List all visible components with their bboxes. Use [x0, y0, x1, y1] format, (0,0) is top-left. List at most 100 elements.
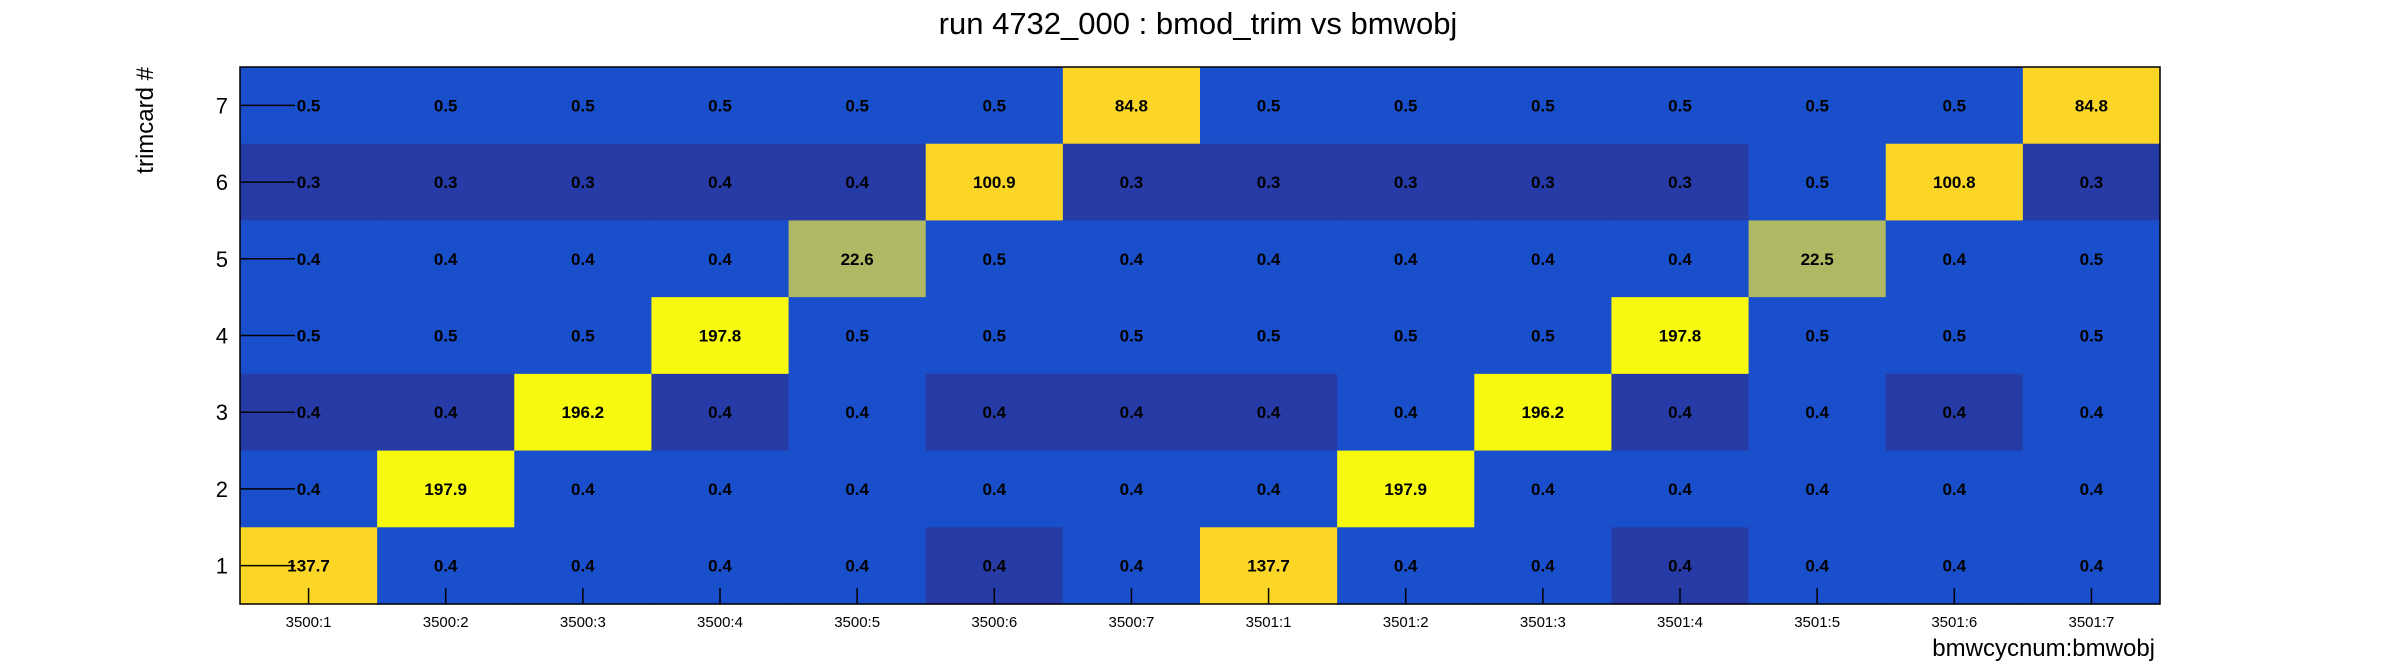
heatmap-cell — [2022, 220, 2161, 298]
cell-value-label: 84.8 — [2075, 96, 2108, 115]
cell-value-label: 0.5 — [1531, 96, 1555, 115]
heatmap-cell — [377, 297, 515, 375]
heatmap-cell — [1474, 143, 1613, 222]
x-tick-label: 3501:1 — [1246, 614, 1292, 631]
cell-value-label: 0.4 — [1668, 403, 1692, 422]
cell-value-label: 0.4 — [1120, 557, 1144, 576]
heatmap-cell — [651, 373, 790, 452]
heatmap-cell — [514, 450, 653, 528]
y-tick-label: 7 — [216, 93, 228, 118]
heatmap-cell — [1748, 373, 1887, 452]
heatmap-cell — [1474, 373, 1613, 452]
cell-value-label: 0.5 — [2080, 327, 2104, 346]
cell-value-label: 0.3 — [434, 173, 458, 192]
x-axis: 3500:1 3500:2 3500:3 3500:4 3500:5 3500:6 3500… — [286, 588, 2114, 631]
cell-value-label: 0.5 — [982, 250, 1006, 269]
cell-value-label: 137.7 — [287, 557, 330, 576]
cell-value-label: 0.4 — [982, 480, 1006, 499]
chart-title: run 4732_000 : bmod_trim vs bmwobj — [939, 6, 1458, 41]
heatmap-cell — [1337, 67, 1475, 145]
x-tick-label: 3500:7 — [1108, 614, 1154, 631]
cell-value-label: 197.8 — [1659, 327, 1702, 346]
cell-value-label: 0.4 — [2080, 480, 2104, 499]
cell-value-label: 0.4 — [297, 480, 321, 499]
heatmap-cell — [377, 373, 515, 452]
heatmap-cell — [1885, 143, 2024, 222]
cell-value-label: 0.5 — [571, 96, 595, 115]
heatmap-cell — [1885, 220, 2024, 298]
heatmap-cell — [925, 67, 1064, 145]
heatmap-cell — [514, 297, 653, 375]
cell-value-label: 0.4 — [1120, 250, 1144, 269]
heatmap-cell — [925, 373, 1064, 452]
heatmap-cell — [925, 297, 1064, 375]
heatmap-cell — [2022, 143, 2161, 222]
heatmap-cell — [2022, 67, 2161, 145]
x-tick-label: 3500:4 — [697, 614, 743, 631]
x-tick-label: 3501:2 — [1383, 614, 1429, 631]
cell-value-label: 0.4 — [1257, 480, 1281, 499]
y-tick-label: 2 — [216, 477, 228, 502]
cell-value-label: 0.4 — [1942, 557, 1966, 576]
cell-value-label: 0.5 — [1942, 96, 1966, 115]
cell-value-label: 0.5 — [1257, 327, 1281, 346]
heatmap-cell — [1200, 297, 1338, 375]
cell-value-label: 0.5 — [1942, 327, 1966, 346]
heatmap-cell — [1474, 450, 1613, 528]
cell-value-label: 0.5 — [982, 327, 1006, 346]
cell-value-label: 22.6 — [841, 250, 874, 269]
heatmap-cell — [651, 450, 790, 528]
heatmap-cell — [788, 450, 927, 528]
cell-value-label: 0.5 — [297, 96, 321, 115]
cell-value-label: 0.4 — [297, 403, 321, 422]
cell-value-label: 0.4 — [982, 403, 1006, 422]
heatmap-cell — [925, 220, 1064, 298]
cell-value-label: 0.4 — [1531, 557, 1555, 576]
heatmap-cell — [1748, 450, 1887, 528]
cell-value-label: 196.2 — [562, 403, 605, 422]
cell-value-label: 197.9 — [1384, 480, 1427, 499]
heatmap-cell — [1885, 297, 2024, 375]
cell-value-label: 0.5 — [1394, 327, 1418, 346]
heatmap-cell — [788, 373, 927, 452]
cell-value-label: 0.4 — [1257, 403, 1281, 422]
heatmap-cell — [1200, 67, 1338, 145]
heatmap-cell — [651, 220, 790, 298]
cell-value-label: 0.4 — [2080, 403, 2104, 422]
heatmap-cell — [1611, 373, 1750, 452]
heatmap-cells — [240, 67, 2161, 605]
cell-value-label: 0.4 — [708, 557, 732, 576]
cell-value-label: 0.4 — [2080, 557, 2104, 576]
heatmap-cell — [1611, 450, 1750, 528]
cell-value-label: 0.5 — [571, 327, 595, 346]
heatmap-cell-labels: 0.5 0.5 0.5 0.5 0.5 0.5 84.8 0.5 0.5 0.5 0.5 0.5 0.5… — [287, 96, 2108, 575]
cell-value-label: 0.3 — [1257, 173, 1281, 192]
cell-value-label: 0.4 — [1394, 250, 1418, 269]
cell-value-label: 0.4 — [1942, 250, 1966, 269]
cell-value-label: 0.4 — [434, 403, 458, 422]
x-tick-label: 3501:4 — [1657, 614, 1703, 631]
cell-value-label: 0.4 — [1668, 250, 1692, 269]
cell-value-label: 0.4 — [845, 403, 869, 422]
cell-value-label: 0.4 — [1805, 403, 1829, 422]
x-tick-label: 3500:5 — [834, 614, 880, 631]
cell-value-label: 0.4 — [1942, 403, 1966, 422]
heatmap-cell — [377, 67, 515, 145]
cell-value-label: 0.3 — [571, 173, 595, 192]
cell-value-label: 0.4 — [1120, 480, 1144, 499]
cell-value-label: 0.4 — [1805, 557, 1829, 576]
heatmap-cell — [1474, 297, 1613, 375]
heatmap-cell — [1062, 450, 1201, 528]
heatmap-cell — [788, 220, 927, 298]
x-tick-label: 3500:3 — [560, 614, 606, 631]
heatmap-cell — [514, 143, 653, 222]
heatmap-cell — [1611, 143, 1750, 222]
heatmap-cell — [788, 297, 927, 375]
heatmap-cell — [1748, 143, 1887, 222]
cell-value-label: 0.4 — [571, 250, 595, 269]
heatmap-cell — [1062, 220, 1201, 298]
heatmap-cell — [1337, 373, 1475, 452]
cell-value-label: 100.9 — [973, 173, 1016, 192]
